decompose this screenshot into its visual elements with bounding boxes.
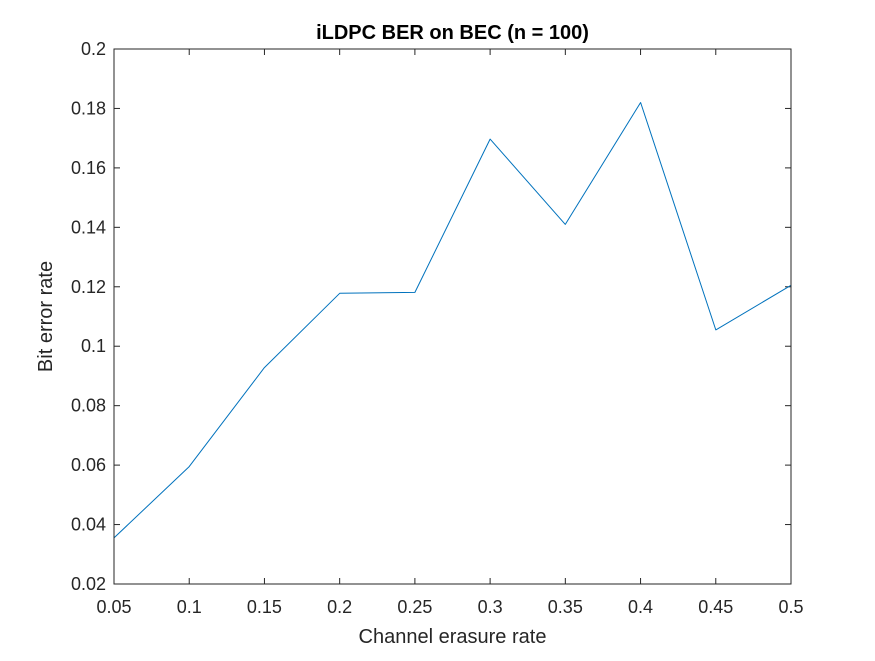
x-tick-label: 0.3 xyxy=(478,597,503,617)
x-tick-label: 0.35 xyxy=(548,597,583,617)
x-tick-label: 0.4 xyxy=(628,597,653,617)
plot-box xyxy=(113,48,792,585)
x-tick-label: 0.25 xyxy=(397,597,432,617)
y-tick-label: 0.02 xyxy=(71,574,106,594)
x-axis-label: Channel erasure rate xyxy=(359,626,547,648)
y-tick-label: 0.1 xyxy=(81,336,106,356)
y-tick-label: 0.2 xyxy=(81,39,106,59)
y-tick-label: 0.12 xyxy=(71,277,106,297)
series-line xyxy=(113,102,792,539)
y-tick-label: 0.04 xyxy=(71,515,106,535)
tick-labels: 0.05 0.1 0.15 0.2 0.25 0.3 0.35 0.4 0.45 0.5 0.02 0… xyxy=(71,39,804,617)
y-tick-label: 0.06 xyxy=(71,455,106,475)
x-tick-label: 0.05 xyxy=(96,597,131,617)
y-tick-label: 0.18 xyxy=(71,98,106,118)
x-tick-label: 0.1 xyxy=(177,597,202,617)
y-tick-label: 0.14 xyxy=(71,217,106,237)
plot-background xyxy=(114,49,791,584)
y-tick-label: 0.08 xyxy=(71,396,106,416)
x-tick-label: 0.15 xyxy=(247,597,282,617)
x-tick-label: 0.45 xyxy=(698,597,733,617)
y-tick-label: 0.16 xyxy=(71,158,106,178)
y-axis-label: Bit error rate xyxy=(35,261,57,372)
x-tick-label: 0.2 xyxy=(327,597,352,617)
chart-title: iLDPC BER on BEC (n = 100) xyxy=(316,22,589,44)
x-tick-label: 0.5 xyxy=(778,597,803,617)
